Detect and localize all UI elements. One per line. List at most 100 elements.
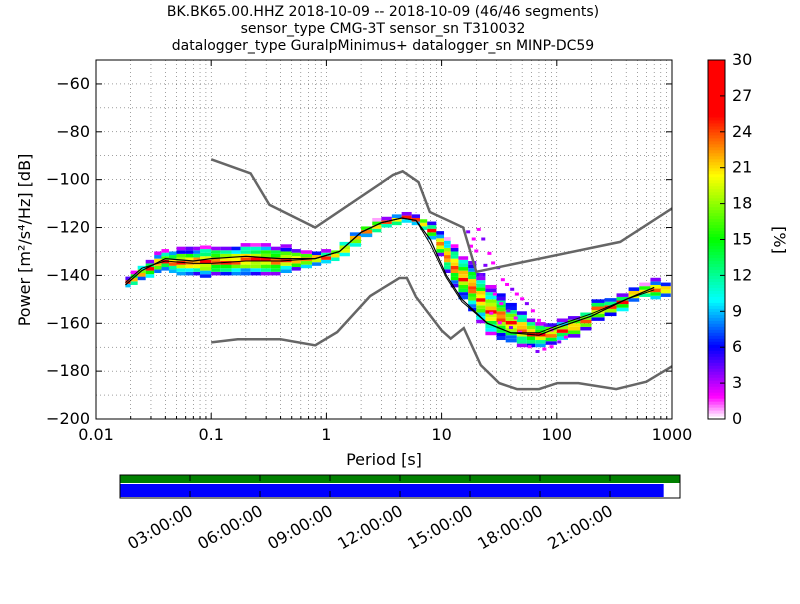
- colorbar-segment: [708, 227, 725, 232]
- colorbar-segment: [708, 116, 725, 121]
- density-cell: [468, 275, 477, 279]
- density-cell: [280, 251, 292, 256]
- colorbar-segment: [708, 269, 725, 274]
- colorbar-segment: [708, 242, 725, 247]
- density-cell: [628, 290, 640, 295]
- density-cell: [176, 250, 186, 254]
- density-cell: [444, 262, 451, 266]
- density-cell: [300, 253, 313, 258]
- density-cell: [168, 269, 177, 274]
- density-cell: [161, 263, 169, 268]
- density-cell: [468, 293, 477, 297]
- density-cell: [130, 281, 138, 285]
- density-cell: [427, 221, 437, 226]
- density-cell: [280, 255, 292, 259]
- colorbar-segment: [708, 314, 725, 318]
- density-cell: [200, 249, 212, 253]
- colorbar-segment: [708, 155, 725, 160]
- timeline-tick-label: 03:00:00: [124, 501, 196, 553]
- density-cell: [450, 283, 459, 288]
- density-cell: [516, 314, 527, 319]
- colorbar-segment: [708, 335, 725, 339]
- density-cell: [200, 256, 212, 260]
- colorbar-tick-label: 27: [732, 86, 752, 105]
- density-cell: [516, 311, 527, 315]
- density-cell: [505, 302, 517, 307]
- colorbar-segment: [708, 380, 725, 384]
- colorbar-tick-label: 24: [732, 122, 752, 141]
- density-cell: [200, 263, 212, 268]
- density-cell: [291, 263, 301, 268]
- density-cell: [604, 308, 617, 313]
- density-cell: [496, 307, 506, 312]
- density-outlier-cell: [492, 292, 497, 296]
- density-outlier-cell: [500, 278, 505, 282]
- title-line-3: datalogger_type GuralpMinimus+ datalogge…: [172, 38, 594, 54]
- density-outlier-cell: [524, 302, 529, 306]
- title-line-1: BK.BK65.00.HHZ 2018-10-09 -- 2018-10-09 …: [167, 4, 599, 20]
- density-cell: [516, 336, 527, 341]
- density-cell: [185, 264, 194, 269]
- density-cell: [185, 268, 194, 272]
- density-cell: [526, 325, 536, 330]
- density-cell: [468, 264, 477, 269]
- colorbar-segment: [708, 65, 725, 70]
- density-cell: [220, 268, 232, 272]
- density-cell: [176, 271, 186, 276]
- density-cell: [231, 257, 241, 262]
- density-cell: [444, 247, 451, 252]
- density-cell: [436, 234, 445, 239]
- colorbar-segment: [708, 212, 725, 217]
- density-cell: [505, 313, 517, 318]
- density-cell: [391, 221, 402, 226]
- density-cell: [444, 244, 451, 248]
- colorbar-segment: [708, 281, 725, 285]
- density-cell: [154, 258, 162, 263]
- density-cell: [580, 319, 592, 324]
- density-cell: [427, 235, 437, 240]
- y-tick-label: −160: [46, 313, 90, 332]
- density-cell: [349, 232, 362, 236]
- density-cell: [361, 229, 373, 234]
- colorbar-segment: [708, 395, 725, 399]
- x-tick-label: 1000: [652, 425, 693, 444]
- density-cell: [291, 259, 301, 264]
- density-cell: [450, 255, 459, 259]
- density-cell: [545, 341, 557, 345]
- colorbar-segment: [708, 173, 725, 178]
- density-cell: [220, 246, 232, 251]
- density-cell: [270, 261, 281, 265]
- colorbar-segment: [708, 317, 725, 321]
- density-cell: [339, 241, 350, 246]
- density-cell: [401, 211, 412, 216]
- colorbar-segment: [708, 407, 725, 411]
- colorbar-segment: [708, 221, 725, 226]
- density-cell: [300, 264, 313, 269]
- density-cell: [231, 268, 241, 272]
- density-outlier-cell: [527, 345, 532, 349]
- colorbar-segment: [708, 131, 725, 136]
- density-cell: [240, 271, 251, 276]
- density-cell: [556, 318, 568, 323]
- density-cell: [516, 322, 527, 326]
- plot-frame: [95, 59, 673, 420]
- density-cell: [280, 244, 292, 248]
- density-cell: [526, 322, 536, 326]
- density-cell: [154, 255, 162, 259]
- density-cell: [200, 245, 212, 250]
- density-cell: [639, 286, 651, 290]
- density-cell: [485, 302, 497, 307]
- colorbar-segment: [708, 251, 725, 256]
- colorbar-tick-label: 21: [732, 158, 752, 177]
- colorbar-segment: [708, 413, 725, 417]
- density-cell: [231, 271, 241, 276]
- density-cell: [137, 265, 146, 270]
- density-cell: [616, 304, 629, 308]
- density-cell: [185, 271, 194, 276]
- colorbar-segment: [708, 62, 725, 67]
- density-cell: [476, 298, 486, 302]
- density-cell: [250, 268, 261, 272]
- density-cell: [485, 317, 497, 321]
- density-cell: [420, 219, 428, 223]
